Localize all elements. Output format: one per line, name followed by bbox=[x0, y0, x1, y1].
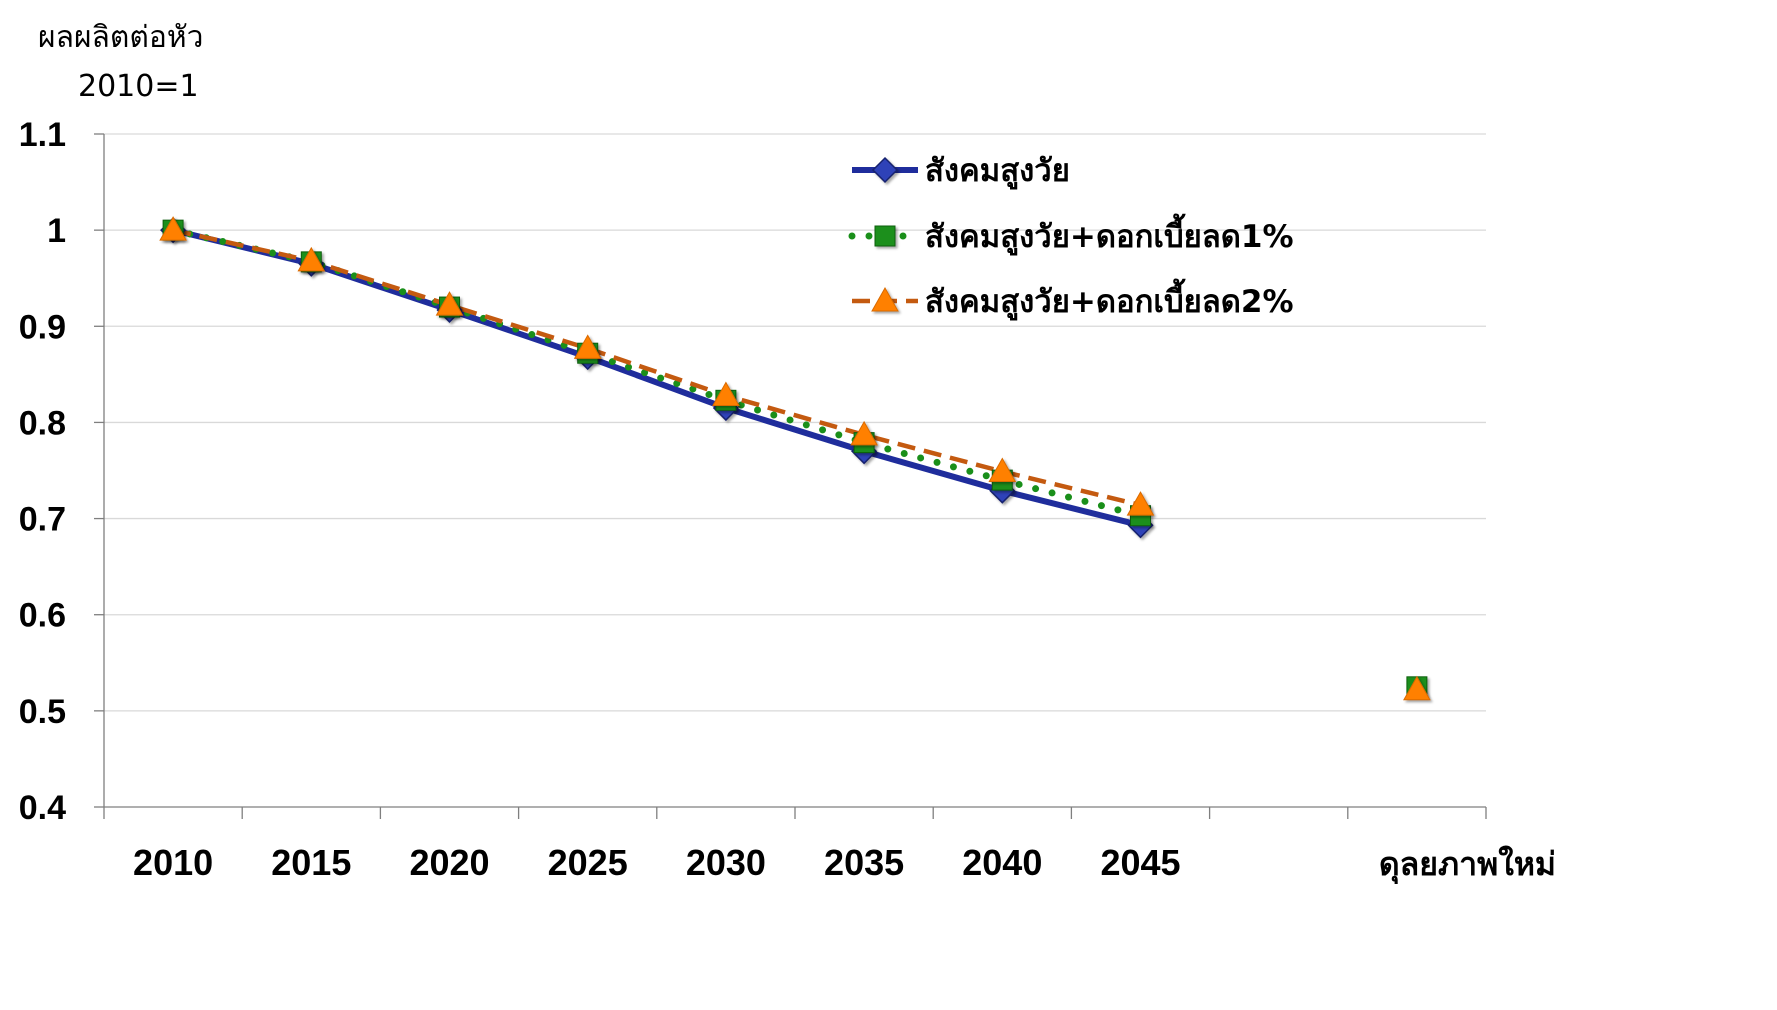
legend-item-2: สังคมสูงวัย+ดอกเบี้ยลด1% bbox=[848, 213, 1294, 256]
y-tick-label: 0.7 bbox=[19, 501, 66, 539]
series-markers-3 bbox=[159, 216, 1431, 701]
legend: สังคมสูงวัยสังคมสูงวัย+ดอกเบี้ยลด1% สังคม… bbox=[848, 153, 1294, 321]
data-point bbox=[435, 291, 464, 316]
x-tick-label: 2035 bbox=[824, 842, 904, 883]
y-tick-label: 0.5 bbox=[19, 693, 66, 731]
x-tick-label: 2020 bbox=[409, 842, 489, 883]
legend-marker bbox=[871, 286, 899, 312]
y-tick-label: 0.8 bbox=[19, 404, 66, 442]
x-axis-ticks: 2010 2015 2020 2025 2030 2035 2040 2045 ดุลยภาพใ… bbox=[133, 842, 1556, 885]
legend-label: สังคมสูงวัย+ดอกเบี้ยลด1% bbox=[925, 213, 1294, 256]
y-tick-label: 0.4 bbox=[19, 789, 66, 827]
y-tick-label: 0.9 bbox=[19, 308, 66, 346]
data-point bbox=[159, 216, 187, 241]
gridlines bbox=[104, 133, 1486, 712]
data-point bbox=[297, 246, 326, 272]
data-point bbox=[1126, 491, 1155, 516]
legend-item-1: สังคมสูงวัย bbox=[852, 153, 1070, 190]
legend-label: สังคมสูงวัย bbox=[925, 153, 1070, 190]
data-point bbox=[988, 457, 1017, 482]
legend-item-3: สังคมสูงวัย+ดอกเบี้ยลด2% bbox=[852, 278, 1294, 321]
y-axis-title: ผลผลิตต่อหัว bbox=[38, 20, 204, 55]
legend-marker bbox=[871, 156, 899, 184]
data-point bbox=[712, 381, 740, 407]
y-tick-label: 1 bbox=[47, 212, 66, 250]
data-point bbox=[850, 420, 878, 446]
x-tick-label: 2030 bbox=[686, 842, 766, 883]
x-tick-label: ดุลยภาพใหม่ bbox=[1379, 845, 1556, 885]
legend-marker bbox=[874, 225, 896, 247]
y-axis-ticks: 1.1 1 0.9 0.8 0.7 0.6 0.5 0.4 bbox=[19, 116, 66, 827]
data-point bbox=[573, 334, 602, 359]
y-axis-subtitle: 2010=1 bbox=[78, 69, 199, 104]
x-tick-label: 2010 bbox=[133, 842, 213, 883]
y-tick-label: 1.1 bbox=[19, 116, 66, 154]
series-lines bbox=[159, 216, 1431, 701]
legend-label: สังคมสูงวัย+ดอกเบี้ยลด2% bbox=[925, 278, 1294, 321]
chart: ผลผลิตต่อหัว 2010=1 1.1 1 0.9 0.8 0.7 0.6 0.5 0… bbox=[19, 20, 1556, 885]
data-point bbox=[1403, 675, 1431, 701]
series-1 bbox=[172, 227, 1142, 529]
axes bbox=[94, 133, 1487, 819]
x-tick-label: 2045 bbox=[1100, 842, 1180, 883]
series-line bbox=[172, 227, 1142, 508]
x-tick-label: 2040 bbox=[962, 842, 1042, 883]
y-tick-label: 0.6 bbox=[19, 597, 66, 635]
series-3 bbox=[172, 227, 1142, 508]
x-tick-label: 2025 bbox=[548, 842, 628, 883]
series-line bbox=[172, 227, 1142, 529]
x-tick-label: 2015 bbox=[271, 842, 351, 883]
